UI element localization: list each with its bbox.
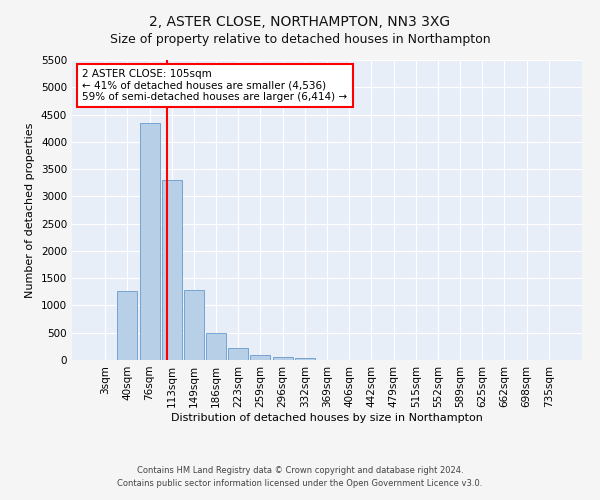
Bar bbox=[295, 358, 315, 360]
Bar bbox=[206, 334, 226, 360]
Text: 2 ASTER CLOSE: 105sqm
← 41% of detached houses are smaller (4,536)
59% of semi-d: 2 ASTER CLOSE: 105sqm ← 41% of detached … bbox=[82, 69, 347, 102]
Y-axis label: Number of detached properties: Number of detached properties bbox=[25, 122, 35, 298]
Bar bbox=[272, 356, 293, 360]
X-axis label: Distribution of detached houses by size in Northampton: Distribution of detached houses by size … bbox=[171, 412, 483, 422]
Bar bbox=[184, 290, 204, 360]
Bar bbox=[118, 290, 137, 360]
Bar bbox=[140, 122, 160, 360]
Bar bbox=[162, 180, 182, 360]
Bar bbox=[250, 355, 271, 360]
Text: Size of property relative to detached houses in Northampton: Size of property relative to detached ho… bbox=[110, 32, 490, 46]
Text: 2, ASTER CLOSE, NORTHAMPTON, NN3 3XG: 2, ASTER CLOSE, NORTHAMPTON, NN3 3XG bbox=[149, 15, 451, 29]
Text: Contains HM Land Registry data © Crown copyright and database right 2024.
Contai: Contains HM Land Registry data © Crown c… bbox=[118, 466, 482, 487]
Bar bbox=[228, 348, 248, 360]
